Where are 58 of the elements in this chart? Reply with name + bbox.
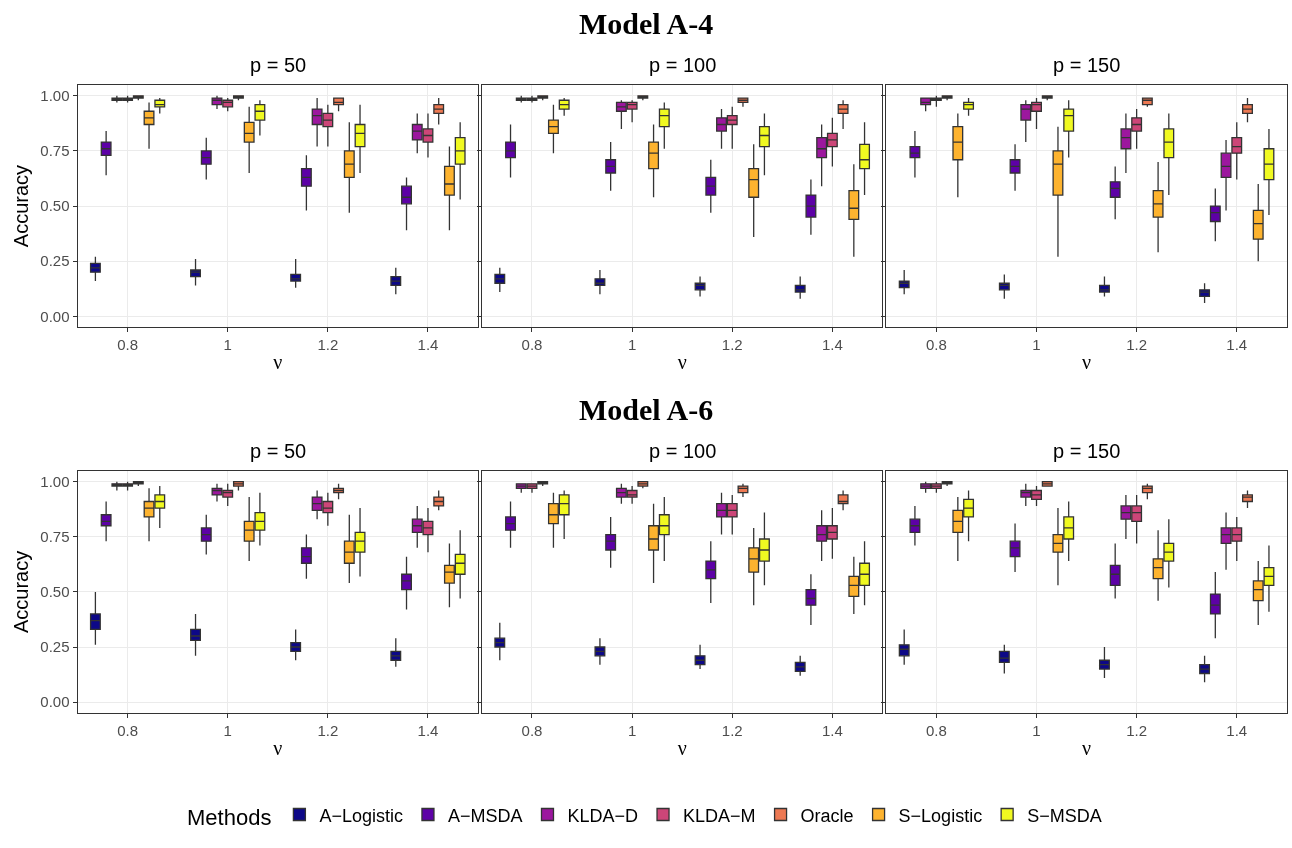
x-axis-title: ν	[273, 350, 283, 373]
x-tick-label: 1.2	[1126, 336, 1148, 354]
x-tick-label: 0.8	[521, 336, 543, 354]
x-tick-label: 1	[1032, 722, 1041, 740]
y-axis-title: Accuracy	[9, 550, 32, 634]
legend-label: KLDA−M	[683, 805, 756, 826]
x-tick-label: 1	[1032, 336, 1041, 354]
text: Model A-4	[579, 7, 714, 40]
x-tick-label: 1.4	[1226, 722, 1248, 740]
y-tick-label: 0.50	[40, 197, 70, 215]
legend-label: Oracle	[800, 805, 854, 826]
legend-label: A−MSDA	[447, 805, 523, 826]
x-tick-label: 1.2	[317, 722, 339, 740]
x-tick-label: 1	[627, 336, 637, 354]
y-tick-label: 1.00	[40, 472, 70, 490]
y-tick-label: 0.00	[40, 307, 70, 325]
text: Model A-6	[579, 393, 714, 426]
legend-label: S−MSDA	[1027, 805, 1102, 826]
x-axis-title: ν	[273, 736, 283, 759]
chart-title: p = 150	[1053, 440, 1121, 462]
x-tick-label: 1	[223, 722, 232, 740]
x-tick-label: 1.4	[821, 336, 843, 354]
x-tick-label: 0.8	[925, 336, 947, 354]
x-tick-label: 0.8	[117, 336, 139, 354]
x-axis-title: ν	[1082, 350, 1092, 373]
x-tick-label: 1	[223, 336, 232, 354]
x-tick-label: 0.8	[117, 722, 139, 740]
x-tick-label: 0.8	[925, 722, 947, 740]
x-tick-label: 1.4	[1226, 336, 1248, 354]
x-axis-title: ν	[1082, 736, 1092, 759]
y-tick-label: 0.50	[40, 583, 70, 601]
x-tick-label: 0.8	[521, 722, 543, 740]
legend-label: S−Logistic	[898, 805, 983, 826]
x-tick-label: 1.2	[317, 336, 339, 354]
chart-title: p = 50	[250, 54, 307, 76]
y-axis-title: Accuracy	[9, 164, 32, 248]
x-axis-title: ν	[677, 350, 687, 373]
chart-title: p = 150	[1053, 54, 1121, 76]
x-tick-label: 1.4	[821, 722, 843, 740]
x-tick-label: 1.2	[721, 722, 743, 740]
x-tick-label: 1.4	[417, 336, 439, 354]
y-tick-label: 1.00	[40, 87, 70, 105]
y-tick-label: 0.75	[40, 142, 70, 160]
x-tick-label: 1	[627, 722, 637, 740]
y-tick-label: 0.25	[40, 252, 70, 270]
x-axis-title: ν	[677, 736, 687, 759]
x-tick-label: 1.4	[417, 722, 439, 740]
chart-title: p = 100	[649, 54, 717, 76]
y-tick-label: 0.75	[40, 528, 70, 546]
legend-title: Methods	[187, 804, 272, 830]
legend-label: A−Logistic	[319, 805, 403, 826]
chart-title: p = 100	[649, 440, 717, 462]
chart-title: p = 50	[250, 440, 307, 462]
x-tick-label: 1.2	[721, 336, 743, 354]
x-tick-label: 1.2	[1126, 722, 1148, 740]
y-tick-label: 0.25	[40, 638, 70, 656]
y-tick-label: 0.00	[40, 693, 70, 711]
legend-label: KLDA−D	[567, 805, 639, 826]
